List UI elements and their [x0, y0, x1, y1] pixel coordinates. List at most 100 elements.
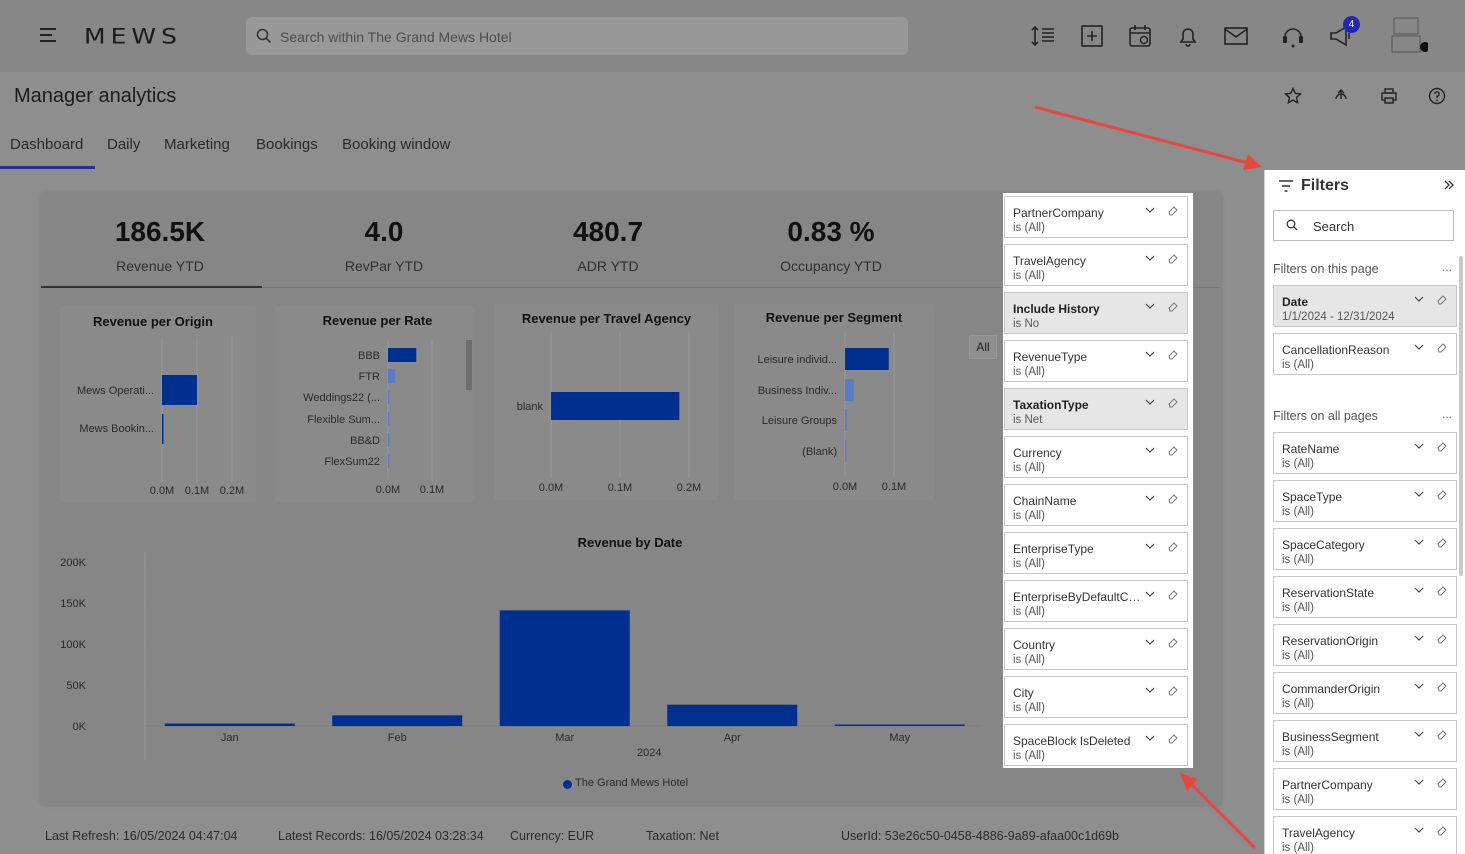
collapse-pane-icon[interactable] [1444, 180, 1454, 190]
filter-card[interactable]: TaxationType is Net [1004, 388, 1188, 430]
rate-chart-scrollbar[interactable] [466, 340, 472, 390]
chevron-down-icon[interactable] [1145, 685, 1155, 695]
clear-filter-icon[interactable] [1436, 293, 1448, 305]
chart-revenue-per-rate[interactable] [275, 306, 475, 502]
help-icon[interactable] [1428, 87, 1446, 105]
chart-revenue-per-origin[interactable] [60, 306, 256, 502]
chevron-down-icon[interactable] [1145, 301, 1155, 311]
hotel-avatar-icon[interactable] [1384, 14, 1428, 58]
chevron-down-icon[interactable] [1145, 589, 1155, 599]
kpi-adr-ytd[interactable]: 480.7 ADR YTD [508, 216, 708, 274]
clear-filter-icon[interactable] [1167, 252, 1179, 264]
clear-filter-icon[interactable] [1167, 636, 1179, 648]
chevron-down-icon[interactable] [1145, 733, 1155, 743]
filter-card[interactable]: BusinessSegment is (All) [1273, 720, 1457, 762]
more-options-icon[interactable]: ... [1442, 407, 1453, 421]
clear-filter-icon[interactable] [1167, 492, 1179, 504]
chevron-down-icon[interactable] [1414, 294, 1424, 304]
tab-marketing[interactable]: Marketing [164, 136, 230, 153]
chevron-down-icon[interactable] [1414, 585, 1424, 595]
filter-card[interactable]: CommanderOrigin is (All) [1273, 672, 1457, 714]
calendar-icon[interactable] [1127, 23, 1153, 49]
filter-card[interactable]: TravelAgency is (All) [1004, 244, 1188, 286]
legend-label[interactable]: The Grand Mews Hotel [575, 777, 689, 789]
kpi-occupancy-ytd[interactable]: 0.83 % Occupancy YTD [731, 216, 931, 274]
filter-card[interactable]: EnterpriseByDefaultCur... is (All) [1004, 580, 1188, 622]
clear-filter-icon[interactable] [1436, 776, 1448, 788]
filter-card[interactable]: RateName is (All) [1273, 432, 1457, 474]
tab-bookings[interactable]: Bookings [256, 136, 318, 153]
filter-card[interactable]: SpaceCategory is (All) [1273, 528, 1457, 570]
chevron-down-icon[interactable] [1414, 729, 1424, 739]
filter-card[interactable]: Date 1/1/2024 - 12/31/2024 [1273, 285, 1457, 327]
chevron-down-icon[interactable] [1145, 445, 1155, 455]
tab-dashboard[interactable]: Dashboard [10, 136, 84, 153]
megaphone-icon[interactable] [1328, 23, 1354, 49]
chevron-down-icon[interactable] [1414, 681, 1424, 691]
clear-filter-icon[interactable] [1167, 684, 1179, 696]
filter-card[interactable]: Currency is (All) [1004, 436, 1188, 478]
filter-card[interactable]: Country is (All) [1004, 628, 1188, 670]
clear-filter-icon[interactable] [1436, 488, 1448, 500]
chevron-down-icon[interactable] [1414, 489, 1424, 499]
add-icon[interactable] [1079, 23, 1105, 49]
filter-card[interactable]: RevenueType is (All) [1004, 340, 1188, 382]
clear-filter-icon[interactable] [1167, 588, 1179, 600]
chevron-down-icon[interactable] [1145, 541, 1155, 551]
clear-filter-icon[interactable] [1436, 341, 1448, 353]
menu-icon[interactable] [40, 27, 58, 43]
chevron-down-icon[interactable] [1414, 537, 1424, 547]
more-options-icon[interactable]: ... [1442, 260, 1453, 274]
filter-card[interactable]: SpaceType is (All) [1273, 480, 1457, 522]
filters-pane-scrollbar[interactable] [1459, 256, 1463, 576]
clear-filter-icon[interactable] [1436, 536, 1448, 548]
chevron-down-icon[interactable] [1145, 493, 1155, 503]
chevron-down-icon[interactable] [1145, 637, 1155, 647]
clear-filter-icon[interactable] [1167, 204, 1179, 216]
filter-card[interactable]: ReservationState is (All) [1273, 576, 1457, 618]
chevron-down-icon[interactable] [1414, 441, 1424, 451]
filter-card[interactable]: PartnerCompany is (All) [1004, 196, 1188, 238]
clear-filter-icon[interactable] [1167, 396, 1179, 408]
clear-filter-icon[interactable] [1436, 440, 1448, 452]
tab-booking-window[interactable]: Booking window [342, 136, 451, 153]
filter-card[interactable]: EnterpriseType is (All) [1004, 532, 1188, 574]
filter-card[interactable]: SpaceBlock IsDeleted is (All) [1004, 724, 1188, 766]
chevron-down-icon[interactable] [1414, 342, 1424, 352]
chevron-down-icon[interactable] [1145, 253, 1155, 263]
clear-filter-icon[interactable] [1167, 348, 1179, 360]
tab-daily[interactable]: Daily [107, 136, 141, 153]
clear-filter-icon[interactable] [1167, 300, 1179, 312]
all-slicer-button[interactable]: All [969, 335, 997, 359]
sort-height-icon[interactable] [1031, 23, 1057, 49]
clear-filter-icon[interactable] [1167, 444, 1179, 456]
print-icon[interactable] [1380, 87, 1398, 105]
chevron-down-icon[interactable] [1414, 825, 1424, 835]
clear-filter-icon[interactable] [1436, 584, 1448, 596]
clear-filter-icon[interactable] [1167, 732, 1179, 744]
kpi-revpar-ytd[interactable]: 4.0 RevPar YTD [284, 216, 484, 274]
filter-card[interactable]: Include History is No [1004, 292, 1188, 334]
filter-card[interactable]: PartnerCompany is (All) [1273, 768, 1457, 810]
clear-filter-icon[interactable] [1436, 824, 1448, 836]
clear-filter-icon[interactable] [1436, 632, 1448, 644]
chart-revenue-per-segment[interactable] [734, 304, 934, 500]
clear-filter-icon[interactable] [1436, 728, 1448, 740]
clear-filter-icon[interactable] [1436, 680, 1448, 692]
chevron-down-icon[interactable] [1414, 633, 1424, 643]
clear-filter-icon[interactable] [1167, 540, 1179, 552]
bell-icon[interactable] [1175, 23, 1201, 49]
filter-card[interactable]: CancellationReason is (All) [1273, 333, 1457, 375]
filter-card[interactable]: ReservationOrigin is (All) [1273, 624, 1457, 666]
support-icon[interactable] [1280, 23, 1306, 49]
filters-search-input[interactable]: Search [1273, 210, 1454, 241]
chevron-down-icon[interactable] [1414, 777, 1424, 787]
share-icon[interactable] [1332, 87, 1350, 105]
kpi-revenue-ytd[interactable]: 186.5K Revenue YTD [60, 216, 260, 274]
star-icon[interactable] [1284, 87, 1302, 105]
chevron-down-icon[interactable] [1145, 205, 1155, 215]
filter-card[interactable]: TravelAgency is (All) [1273, 816, 1457, 854]
global-search-input[interactable]: Search within The Grand Mews Hotel [246, 17, 908, 55]
filter-card[interactable]: ChainName is (All) [1004, 484, 1188, 526]
mail-icon[interactable] [1223, 23, 1249, 49]
